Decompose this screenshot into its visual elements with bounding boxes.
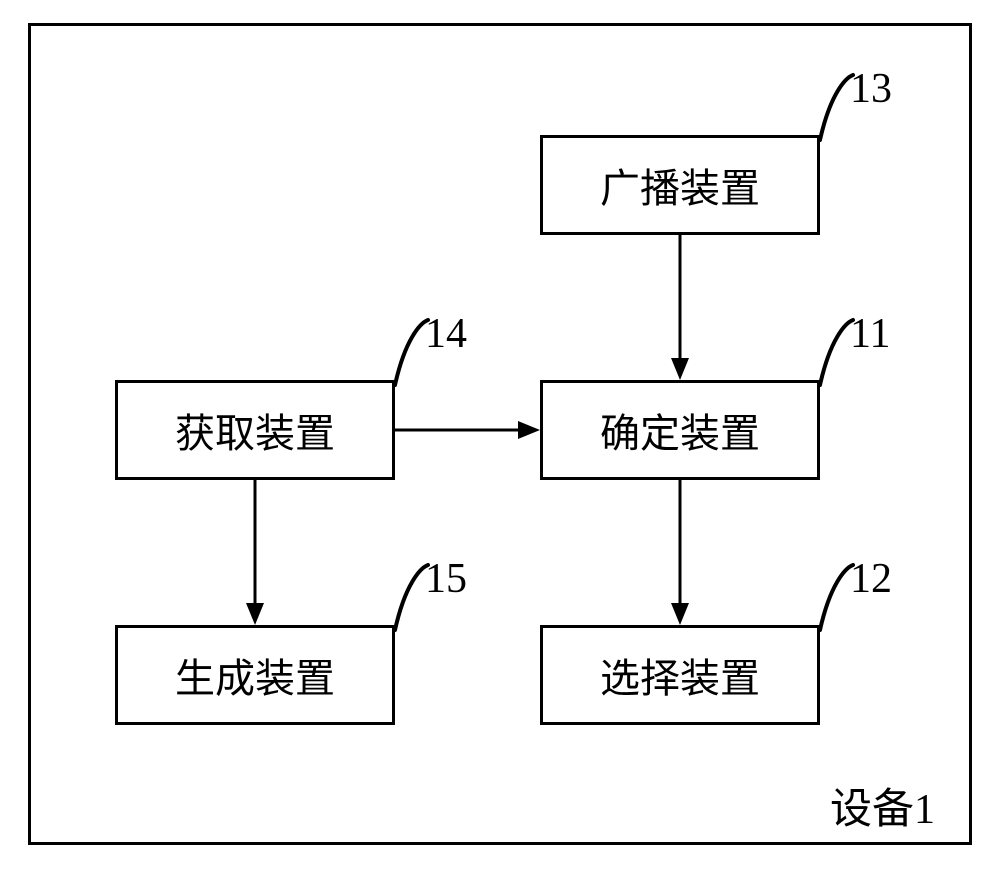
- node-generate-label: 生成装置: [175, 646, 335, 704]
- ref-14: 14: [425, 310, 467, 358]
- node-acquire: 获取装置: [115, 380, 395, 480]
- ref-13: 13: [850, 65, 892, 113]
- node-select: 选择装置: [540, 625, 820, 725]
- node-select-label: 选择装置: [600, 646, 760, 704]
- node-broadcast-label: 广播装置: [600, 156, 760, 214]
- ref-12: 12: [850, 555, 892, 603]
- diagram-canvas: 广播装置 13 确定装置 11 获取装置 14 选择装置 12 生成装置 15 …: [0, 0, 1000, 870]
- footer-label: 设备1: [830, 775, 935, 836]
- node-acquire-label: 获取装置: [175, 401, 335, 459]
- node-determine-label: 确定装置: [600, 401, 760, 459]
- node-generate: 生成装置: [115, 625, 395, 725]
- node-broadcast: 广播装置: [540, 135, 820, 235]
- ref-11: 11: [850, 310, 890, 358]
- node-determine: 确定装置: [540, 380, 820, 480]
- ref-15: 15: [425, 555, 467, 603]
